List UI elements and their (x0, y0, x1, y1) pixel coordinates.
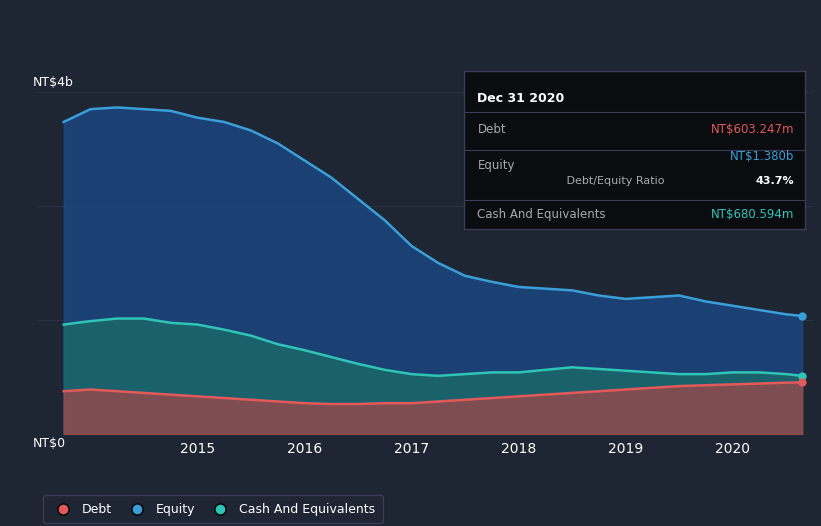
Text: Debt/Equity Ratio: Debt/Equity Ratio (563, 176, 665, 187)
Legend: Debt, Equity, Cash And Equivalents: Debt, Equity, Cash And Equivalents (44, 495, 383, 523)
Text: Debt: Debt (478, 123, 506, 136)
Text: NT$680.594m: NT$680.594m (711, 208, 795, 221)
Text: NT$0: NT$0 (33, 438, 67, 450)
Text: 43.7%: 43.7% (756, 176, 795, 187)
Text: NT$1.380b: NT$1.380b (730, 150, 795, 163)
Text: NT$603.247m: NT$603.247m (711, 123, 795, 136)
Text: Dec 31 2020: Dec 31 2020 (478, 92, 565, 105)
Text: NT$4b: NT$4b (33, 76, 74, 89)
Text: Cash And Equivalents: Cash And Equivalents (478, 208, 606, 221)
Text: Equity: Equity (478, 159, 515, 172)
